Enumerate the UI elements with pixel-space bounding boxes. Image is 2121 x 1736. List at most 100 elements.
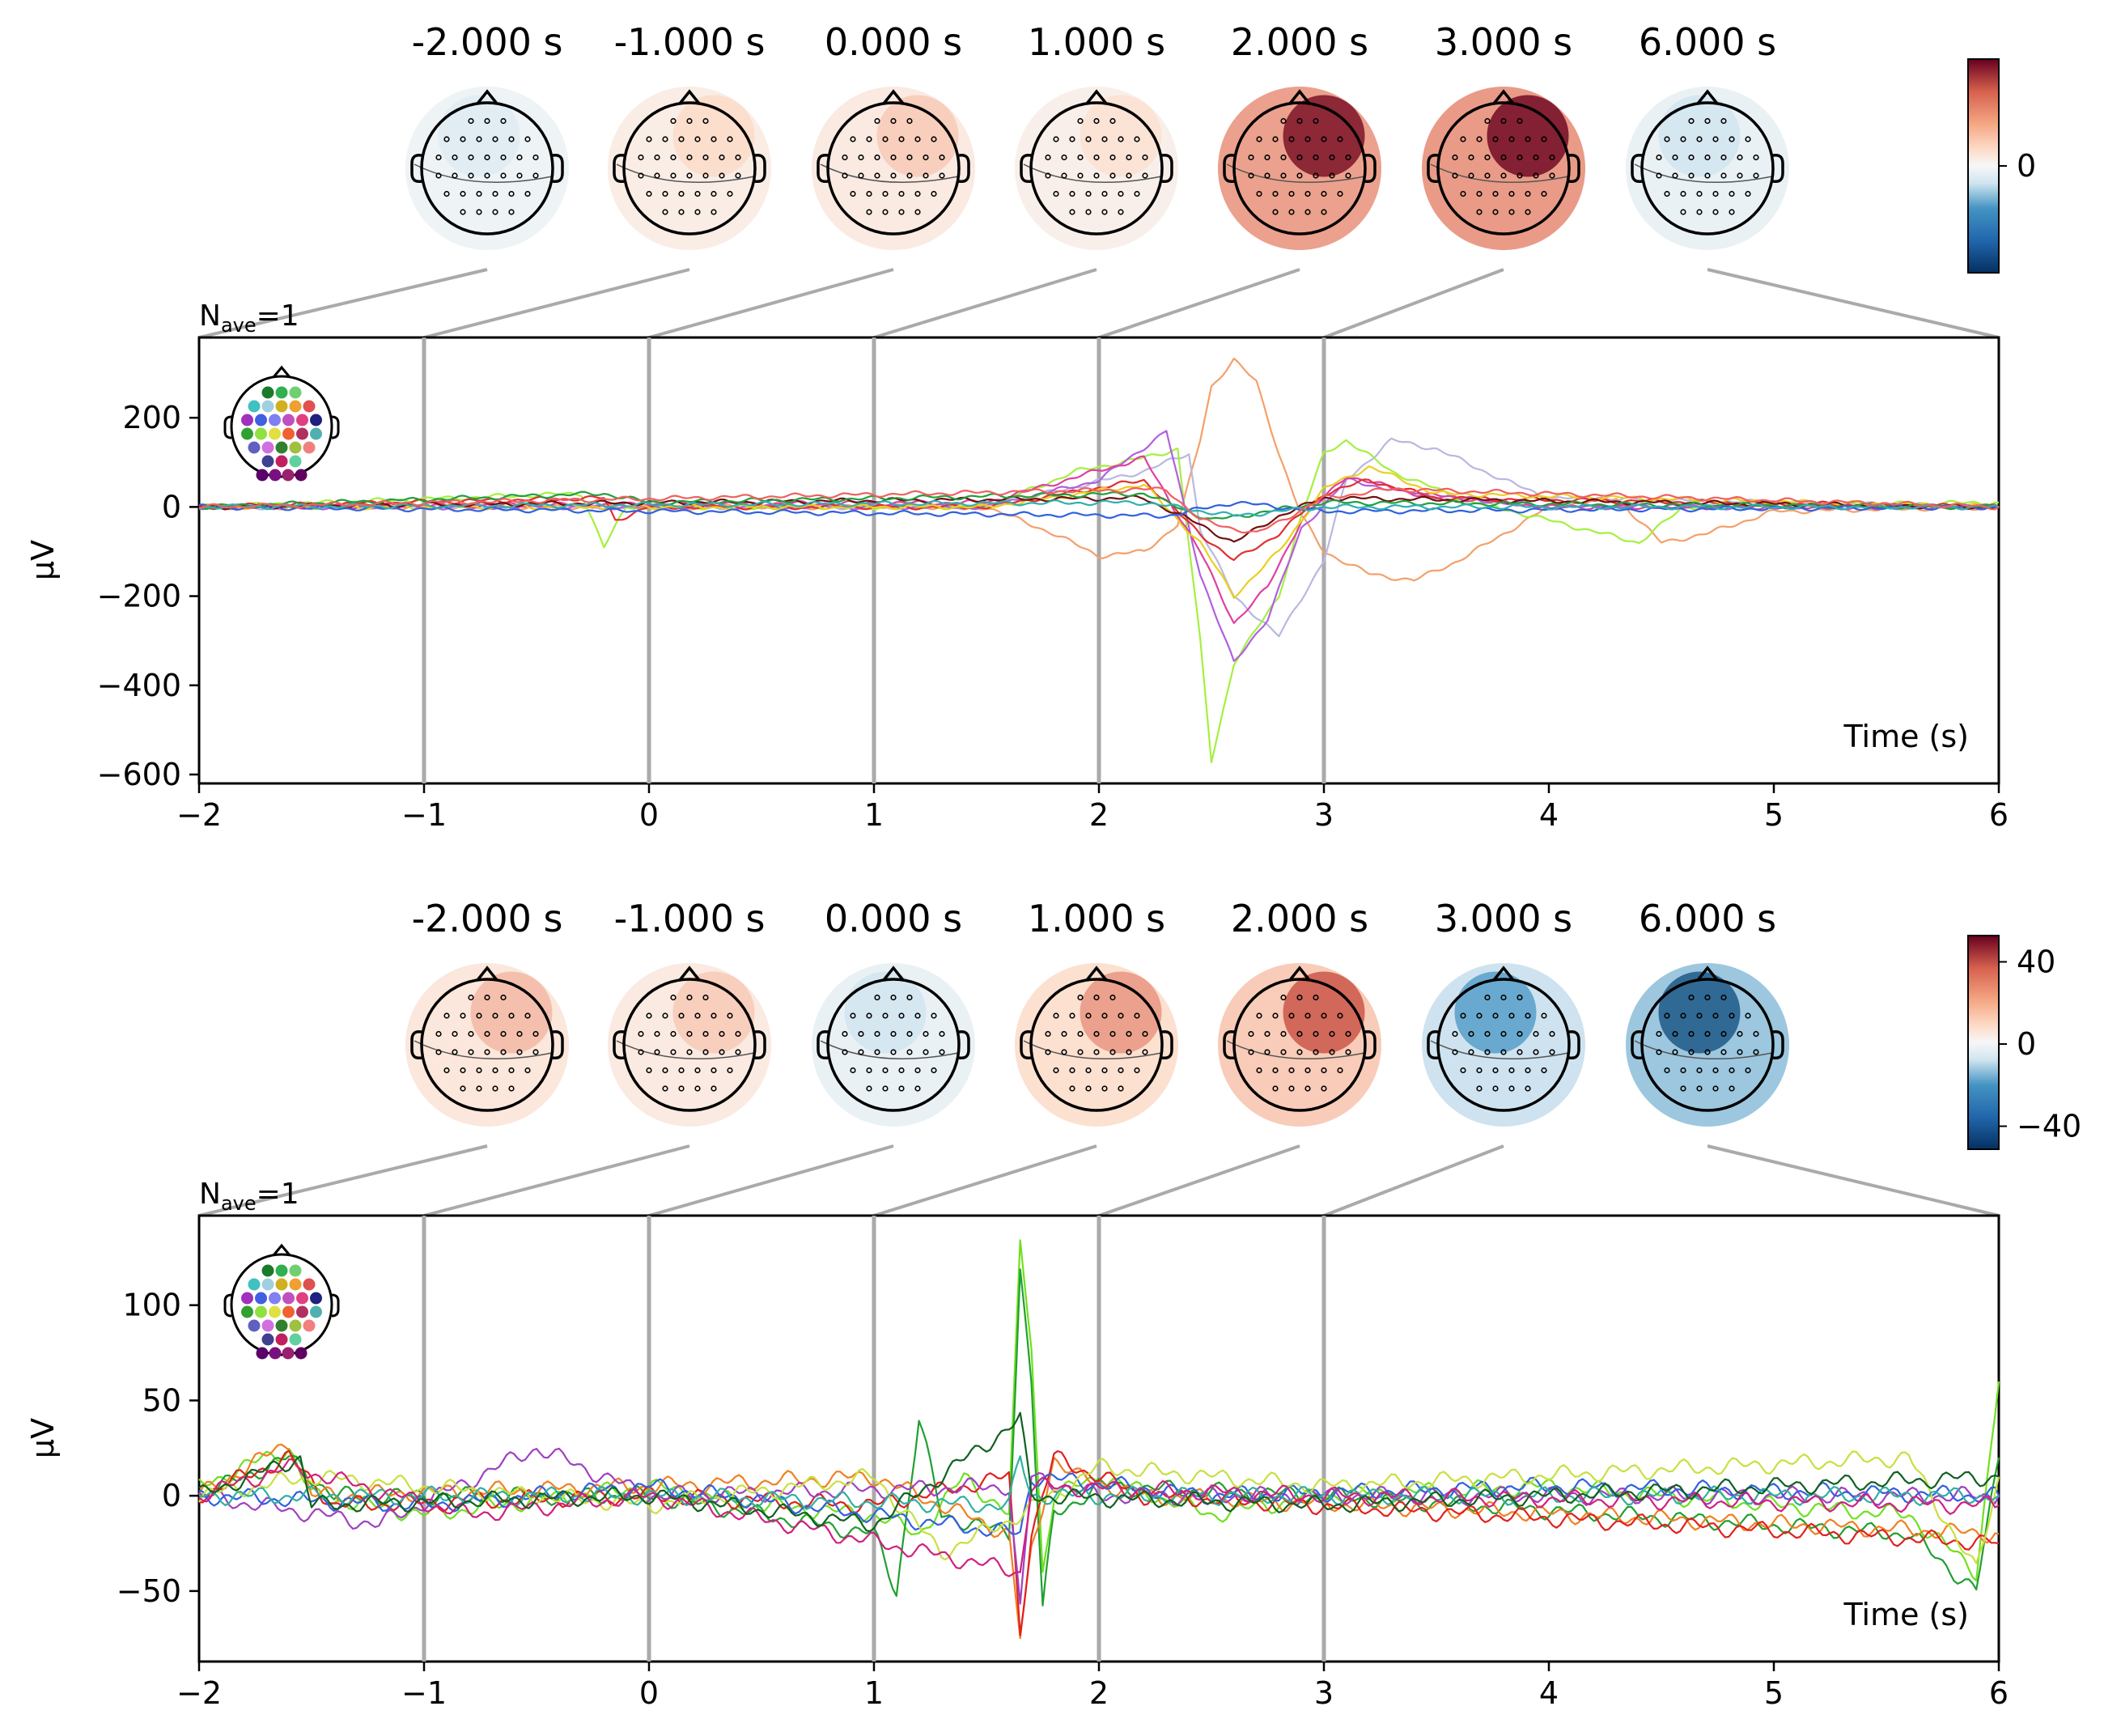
sensor-dot (1452, 172, 1458, 179)
sensor-dot (492, 136, 498, 142)
sensor-dot (1688, 994, 1695, 1001)
topomap-time-label: 6.000 s (1639, 20, 1776, 64)
sensor-dot (468, 117, 474, 125)
sensor-dot (1672, 172, 1678, 179)
sensor-dot (1085, 1067, 1092, 1074)
topomap-time-label: 0.000 s (825, 897, 962, 940)
sensor-dot (1720, 172, 1727, 179)
topomap-time-label: 3.000 s (1435, 20, 1572, 64)
sensor-dot (1248, 1049, 1254, 1055)
sensor-dot (1500, 172, 1507, 179)
sensor-dot (850, 1012, 856, 1019)
inset-sensor-dot (303, 1278, 316, 1291)
sensor-dot (1288, 1067, 1295, 1074)
ear-left-outline (1427, 153, 1439, 184)
topomap-connectors (198, 1144, 2000, 1217)
sensor-dot (1304, 136, 1311, 142)
inset-sensor-dot (248, 1319, 261, 1332)
inset-sensor-dot (282, 469, 295, 482)
y-tick-label: 200 (122, 400, 181, 435)
sensor-dot (1280, 994, 1287, 1001)
sensor-dot (460, 136, 466, 142)
sensor-dot (1680, 209, 1686, 215)
sensor-dot (468, 994, 474, 1001)
sensor-dot (492, 190, 498, 197)
sensor-dot (1142, 154, 1148, 161)
sensor-dot (1476, 136, 1483, 142)
sensor-dot (842, 172, 848, 179)
sensor-dot (694, 136, 701, 142)
sensor-dot (1321, 190, 1327, 197)
sensor-dot (492, 209, 498, 215)
sensor-dot (923, 154, 929, 161)
inset-sensor-dot (248, 400, 261, 413)
sensor-dot (1345, 172, 1351, 179)
x-tick-label: 5 (1764, 1675, 1784, 1711)
sensor-dot (1109, 1030, 1116, 1038)
sensor-dot (508, 190, 515, 197)
sensor-dot (1696, 1085, 1703, 1092)
sensor-dot (1541, 1012, 1547, 1019)
sensor-dot (654, 1049, 660, 1055)
sensor-dot (1134, 190, 1140, 197)
sensor-dot (702, 994, 709, 1001)
ear-right-outline (958, 153, 970, 184)
sensor-dot (1720, 1030, 1727, 1038)
sensor-dot (719, 1049, 725, 1055)
sensor-dot (1720, 117, 1727, 125)
sensor-dot (1712, 209, 1719, 215)
head-outline (622, 101, 757, 236)
ear-right-outline (754, 153, 766, 184)
sensor-dot (1476, 1067, 1483, 1074)
topomap: 1.000 s (1015, 20, 1178, 250)
inset-sensor-dot (295, 469, 308, 482)
sensor-dot (638, 1049, 644, 1055)
sensor-dot (1720, 1049, 1727, 1055)
connector-line (1707, 268, 2000, 339)
sensor-dot (1696, 209, 1703, 215)
sensor-dot (1288, 190, 1295, 197)
sensor-dot (468, 1030, 474, 1038)
sensor-dot (1460, 190, 1466, 197)
inset-sensor-dot (261, 1319, 274, 1332)
sensor-dot (1720, 994, 1727, 1001)
sensor-dot (435, 172, 442, 179)
sensor-dot (858, 1030, 864, 1038)
topomap-time-label: 1.000 s (1028, 897, 1165, 940)
sensor-dot (1313, 994, 1319, 1001)
y-axis-label: µV (25, 1418, 61, 1458)
sensor-dot (906, 994, 913, 1001)
sensor-dot (516, 172, 523, 179)
sensor-dot (1313, 172, 1319, 179)
topomap-hotspot (876, 95, 959, 177)
sensor-dot (1296, 117, 1303, 125)
inset-sensor-dot (261, 400, 274, 413)
trace-ch-coral (198, 486, 2000, 534)
sensor-dot (1313, 1030, 1319, 1038)
sensor-dot (1345, 1049, 1351, 1055)
sensor-dot (1280, 117, 1287, 125)
sensor-dot (1296, 1030, 1303, 1038)
sensor-dot (1280, 1049, 1287, 1055)
topomap-hotspot (1487, 95, 1569, 177)
sensor-dot (1541, 136, 1547, 142)
sensor-dot (1517, 172, 1523, 179)
sensor-dot (1525, 209, 1531, 215)
inset-sensor-dot (296, 414, 308, 427)
sensor-dot (1321, 1085, 1327, 1092)
sensor-dot (468, 154, 474, 161)
sensor-dot (500, 994, 507, 1001)
sensor-dot (460, 1085, 466, 1092)
sensor-dot (1272, 136, 1279, 142)
sensor-dot (686, 172, 693, 179)
sensor-dot (702, 154, 709, 161)
sensor-dot (1729, 1067, 1735, 1074)
time-markers (422, 337, 1326, 783)
sensor-dot (476, 190, 482, 197)
sensor-dot (1264, 1030, 1270, 1038)
sensor-dot (1672, 154, 1678, 161)
sensor-dot (1053, 1012, 1059, 1019)
x-tick-label: 5 (1764, 797, 1784, 833)
sensor-dot (638, 1030, 644, 1038)
connector-line (1707, 1144, 2000, 1217)
